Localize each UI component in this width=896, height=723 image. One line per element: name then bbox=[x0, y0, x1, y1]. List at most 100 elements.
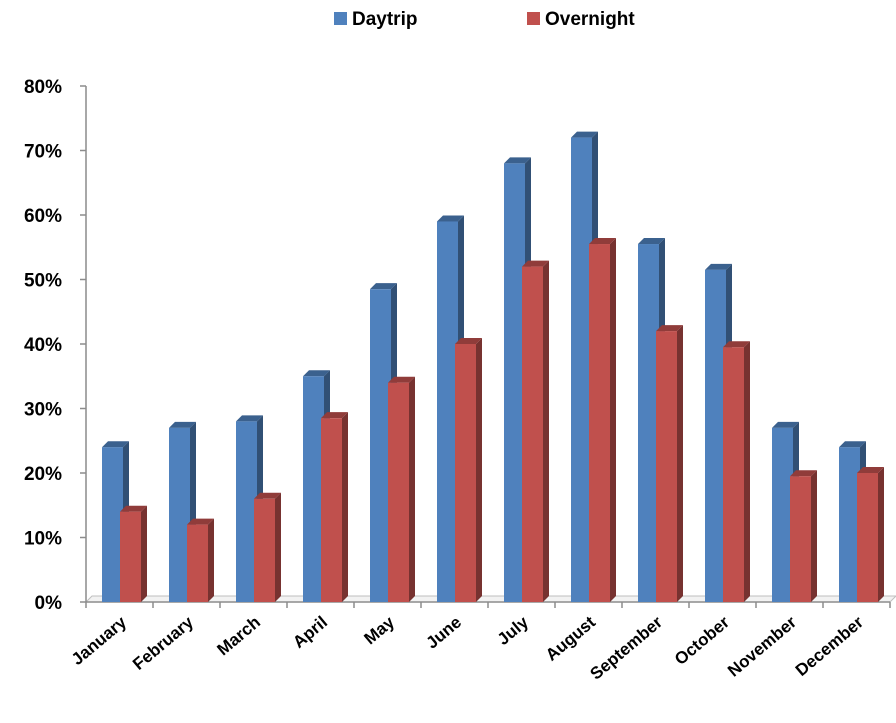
bar-front bbox=[705, 269, 726, 602]
bar-top bbox=[723, 341, 750, 348]
category-label: January bbox=[68, 612, 131, 669]
bar-overnight bbox=[120, 505, 147, 602]
bar-side bbox=[476, 338, 482, 602]
bar-side bbox=[275, 492, 281, 602]
bars bbox=[102, 131, 884, 602]
bar-top bbox=[522, 260, 549, 267]
bar-top bbox=[437, 215, 464, 222]
bar-overnight bbox=[656, 325, 683, 602]
bar-top bbox=[321, 412, 348, 419]
bar-front bbox=[388, 382, 409, 602]
bar-top bbox=[236, 415, 263, 422]
bar-top bbox=[169, 421, 196, 428]
category-label: November bbox=[724, 612, 800, 680]
bar-side bbox=[543, 260, 549, 602]
y-tick-label: 30% bbox=[24, 400, 62, 421]
y-tick-labels: 0% 10% 20% 30% 40% 50% 60% 70% 80% bbox=[24, 77, 62, 614]
bar-front bbox=[437, 221, 458, 602]
bar-top bbox=[455, 338, 482, 344]
bar-overnight bbox=[187, 518, 214, 602]
bar-side bbox=[878, 467, 884, 602]
y-tick-label: 60% bbox=[24, 206, 62, 227]
category-label: July bbox=[494, 612, 533, 649]
legend-swatch-daytrip bbox=[334, 12, 347, 25]
category-label: May bbox=[361, 612, 399, 648]
bar-front bbox=[839, 447, 860, 602]
bar-top bbox=[504, 157, 531, 164]
legend-label-overnight: Overnight bbox=[545, 9, 635, 30]
y-tick-label: 10% bbox=[24, 529, 62, 550]
bar-side bbox=[811, 470, 817, 602]
y-tick-label: 70% bbox=[24, 142, 62, 163]
bar-side bbox=[677, 325, 683, 602]
bar-front bbox=[236, 421, 257, 602]
category-labels: January February March April May June July Augu… bbox=[68, 612, 867, 683]
bar-overnight bbox=[857, 467, 884, 602]
bar-top bbox=[656, 325, 683, 332]
bar-top bbox=[638, 238, 665, 245]
bar-overnight bbox=[455, 338, 482, 602]
category-label: September bbox=[587, 612, 667, 683]
legend-label-daytrip: Daytrip bbox=[352, 9, 417, 30]
bar-top bbox=[589, 238, 616, 245]
bar-front bbox=[102, 447, 123, 602]
bar-front bbox=[169, 427, 190, 602]
bar-top bbox=[839, 441, 866, 448]
bar-front bbox=[790, 476, 811, 602]
bar-top bbox=[772, 421, 799, 428]
bar-front bbox=[723, 347, 744, 602]
bar-front bbox=[772, 427, 793, 602]
category-label: June bbox=[422, 613, 465, 653]
y-tick-label: 0% bbox=[35, 593, 63, 614]
bar-overnight bbox=[723, 341, 750, 602]
bar-overnight bbox=[589, 238, 616, 602]
bar-top bbox=[388, 376, 415, 383]
bar-top bbox=[370, 283, 397, 290]
bar-front bbox=[303, 376, 324, 602]
bar-front bbox=[857, 473, 878, 602]
bar-front bbox=[187, 524, 208, 602]
category-label: March bbox=[213, 613, 264, 660]
bar-overnight bbox=[790, 470, 817, 602]
bar-side bbox=[610, 238, 616, 602]
bar-front bbox=[370, 289, 391, 602]
bar-overnight bbox=[321, 412, 348, 602]
axes bbox=[80, 85, 896, 608]
category-label: February bbox=[129, 612, 197, 674]
y-tick-label: 80% bbox=[24, 77, 62, 98]
y-tick-label: 40% bbox=[24, 335, 62, 356]
category-label: October bbox=[671, 612, 733, 669]
bar-top bbox=[857, 467, 884, 473]
category-label: April bbox=[289, 613, 331, 652]
category-label: December bbox=[792, 612, 867, 680]
bar-side bbox=[744, 341, 750, 602]
bar-top bbox=[120, 505, 147, 512]
bar-front bbox=[522, 266, 543, 602]
bar-side bbox=[141, 505, 147, 602]
bar-front bbox=[571, 137, 592, 602]
bar-front bbox=[656, 331, 677, 602]
legend-swatch-overnight bbox=[527, 12, 540, 25]
bar-top bbox=[303, 370, 330, 377]
legend: Daytrip Overnight bbox=[334, 9, 635, 30]
bar-front bbox=[120, 511, 141, 602]
bar-top bbox=[254, 492, 281, 499]
bar-overnight bbox=[254, 492, 281, 602]
bar-front bbox=[254, 498, 275, 602]
bar-front bbox=[638, 244, 659, 602]
bar-front bbox=[589, 244, 610, 602]
category-label: August bbox=[542, 612, 599, 664]
bar-side bbox=[208, 518, 214, 602]
bar-front bbox=[504, 163, 525, 602]
bar-side bbox=[342, 412, 348, 602]
y-tick-label: 20% bbox=[24, 464, 62, 485]
bar-top bbox=[571, 131, 598, 138]
bar-top bbox=[102, 441, 129, 448]
bar-top bbox=[187, 518, 214, 525]
bar-top bbox=[790, 470, 817, 477]
bar-front bbox=[455, 344, 476, 602]
bar-top bbox=[705, 263, 732, 270]
bar-front bbox=[321, 418, 342, 602]
y-tick-label: 50% bbox=[24, 271, 62, 292]
